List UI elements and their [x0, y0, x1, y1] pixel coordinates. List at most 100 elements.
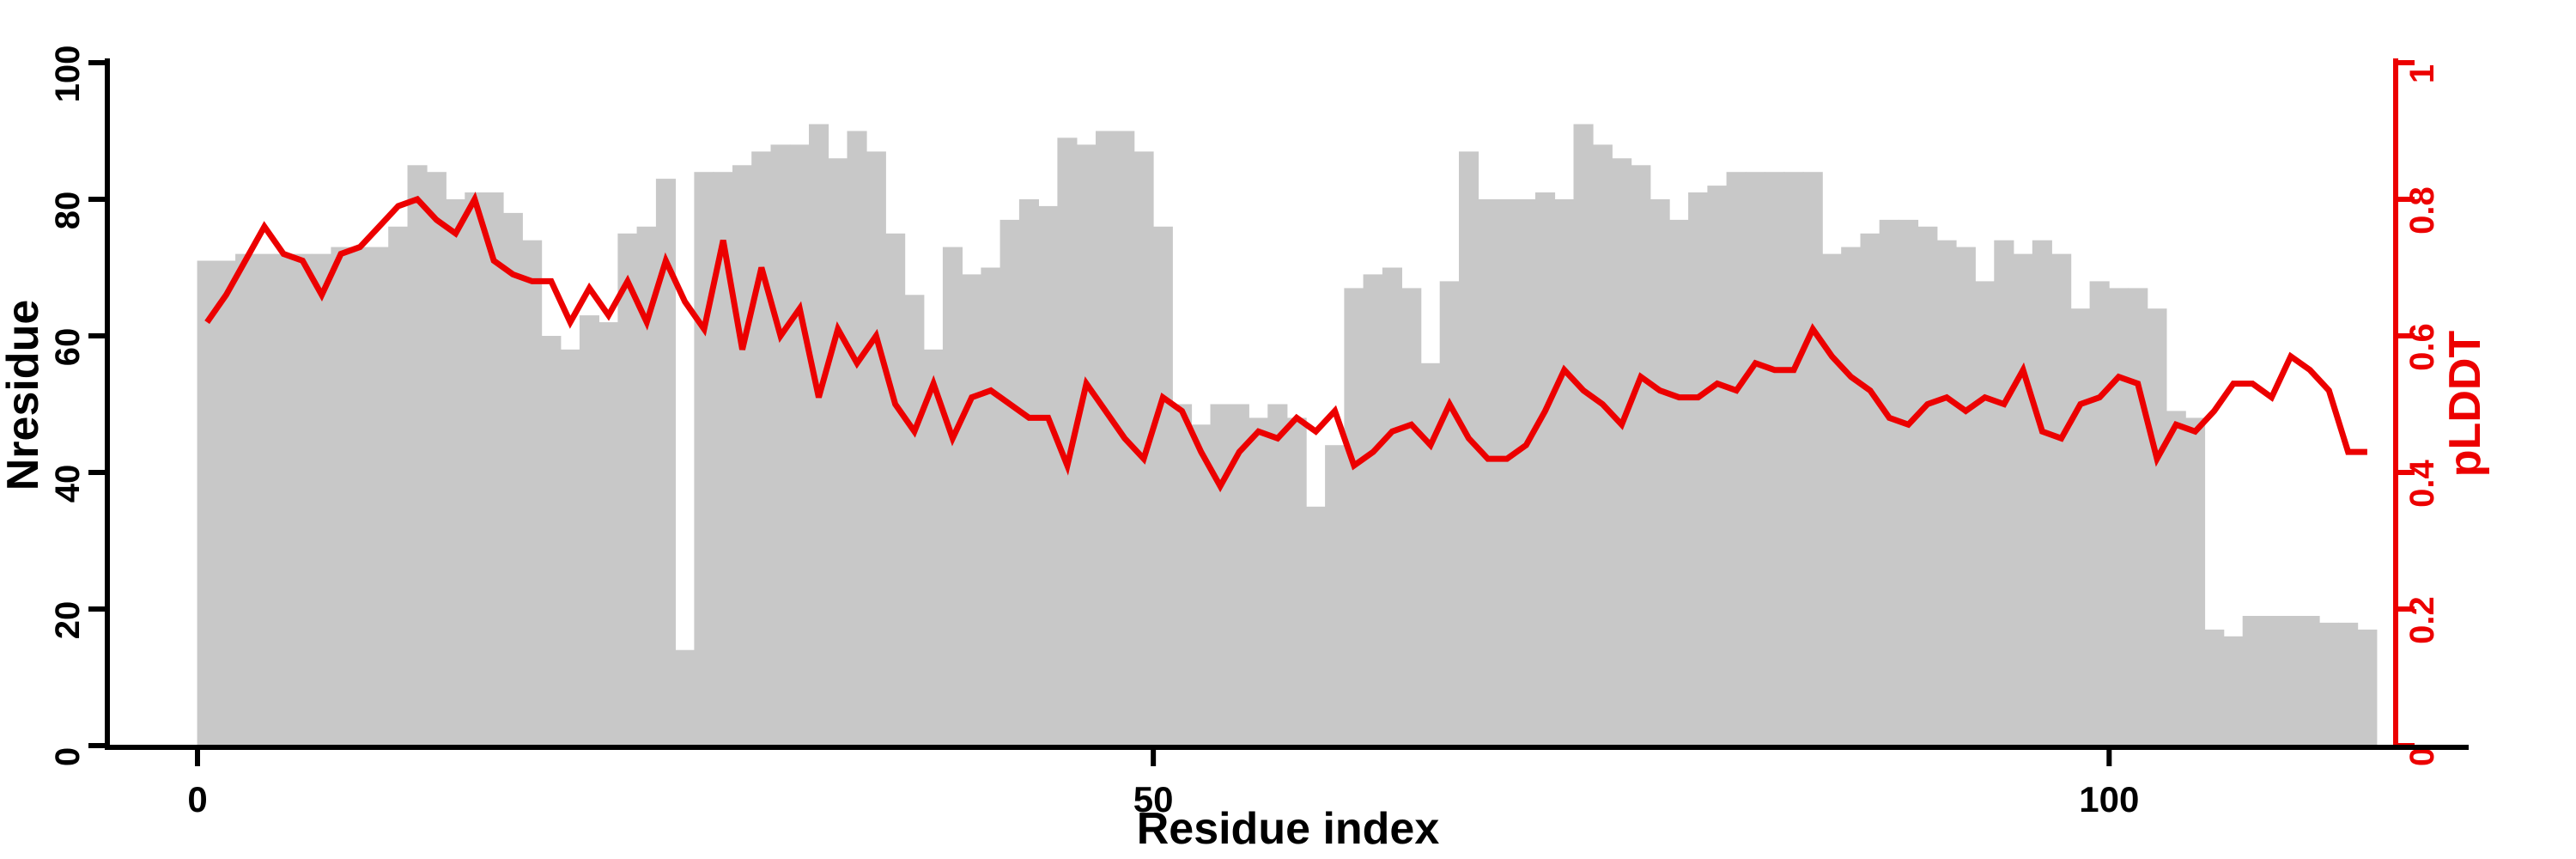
- bar: [2070, 308, 2091, 746]
- bar: [1994, 240, 2014, 746]
- bar: [809, 124, 829, 746]
- tick-label: 0: [187, 779, 207, 819]
- bar: [713, 172, 733, 746]
- bar: [1038, 205, 1059, 746]
- bar: [1382, 267, 1402, 746]
- tick-label: 0.8: [2403, 186, 2441, 235]
- right-axis: 0 0.2 0.4 0.6 0.8 1 pLDDT: [2393, 58, 2490, 766]
- bar: [904, 295, 925, 746]
- bar: [981, 267, 1001, 746]
- bar: [216, 260, 236, 746]
- bar: [1688, 192, 1709, 746]
- bar: [273, 253, 294, 746]
- bar: [1726, 172, 1747, 746]
- bar: [1631, 165, 1651, 746]
- bar: [483, 192, 504, 746]
- bar: [522, 240, 543, 746]
- bar: [1899, 219, 1919, 746]
- bar: [732, 165, 753, 746]
- bar: [694, 172, 714, 746]
- bar: [1516, 199, 1536, 746]
- bar: [1229, 404, 1249, 746]
- tick-label: 0.6: [2403, 323, 2441, 371]
- bar: [1668, 219, 1689, 746]
- left-axis: 0 20 40 60 80 100 Nresidue: [0, 46, 110, 766]
- bar: [312, 253, 332, 746]
- x-axis-title: Residue index: [1137, 804, 1440, 854]
- bar: [962, 274, 982, 746]
- bar: [2300, 616, 2320, 746]
- tick-label: 80: [49, 192, 87, 230]
- bar: [751, 151, 772, 746]
- bar: [1841, 247, 1862, 746]
- bar: [2204, 629, 2225, 746]
- bar: [1459, 151, 1479, 746]
- bar: [999, 219, 1020, 746]
- bar: [1191, 424, 1212, 746]
- right-axis-ticks: 0 0.2 0.4 0.6 0.8 1: [2396, 60, 2441, 766]
- bar: [1325, 445, 1346, 746]
- bar: [2357, 629, 2378, 746]
- bar: [197, 260, 217, 746]
- bar: [1649, 199, 1670, 746]
- bar: [2166, 411, 2186, 746]
- bar: [770, 144, 791, 746]
- bar: [2318, 622, 2339, 746]
- tick-label: 50: [1133, 779, 1174, 819]
- bar: [1152, 226, 1173, 746]
- tick-label: 20: [49, 601, 87, 640]
- bar: [349, 247, 370, 746]
- bar: [2051, 253, 2072, 746]
- bar: [1936, 240, 1957, 746]
- bar: [2089, 281, 2110, 746]
- bar: [1917, 226, 1938, 746]
- bar: [636, 226, 657, 746]
- bar: [2185, 417, 2206, 746]
- bar: [1420, 362, 1441, 746]
- bar: [617, 233, 638, 746]
- bar: [942, 247, 963, 746]
- bar: [1363, 274, 1383, 746]
- bar: [1478, 199, 1498, 746]
- tick-label: 0.4: [2403, 459, 2441, 507]
- bar: [1707, 186, 1728, 746]
- bar: [1344, 288, 1364, 746]
- bar: [1305, 506, 1326, 746]
- bar: [1076, 144, 1097, 746]
- bar: [1592, 144, 1613, 746]
- bar: [1267, 404, 1288, 746]
- bar: [1745, 172, 1765, 746]
- bar: [1096, 131, 1116, 746]
- bar: [1802, 172, 1823, 746]
- bar: [847, 131, 867, 746]
- tick-label: 0: [49, 747, 87, 766]
- bar: [1765, 172, 1785, 746]
- bar: [1554, 199, 1575, 746]
- right-axis-title: pLDDT: [2440, 331, 2490, 478]
- bar: [2013, 253, 2033, 746]
- bar: [426, 172, 447, 746]
- bar: [923, 349, 944, 746]
- bar: [2338, 622, 2359, 746]
- plddt-line: [204, 192, 2367, 493]
- tick-label: 40: [49, 465, 87, 503]
- bar: [2281, 616, 2301, 746]
- bar: [369, 247, 390, 746]
- bar: [1286, 417, 1307, 746]
- bar: [579, 315, 599, 746]
- tick-label: 100: [49, 46, 87, 103]
- bar: [1249, 417, 1269, 746]
- bar: [2262, 616, 2282, 746]
- x-axis-ticks: 0 50 100: [187, 747, 2139, 819]
- left-axis-ticks: 0 20 40 60 80 100: [49, 46, 107, 766]
- bar: [2128, 288, 2148, 746]
- tick-label: 1: [2403, 64, 2441, 83]
- bar: [560, 349, 580, 746]
- bar: [1401, 288, 1422, 746]
- bar: [866, 151, 886, 746]
- bar: [1822, 253, 1843, 746]
- tick-label: 0: [2403, 747, 2441, 766]
- tick-label: 100: [2079, 779, 2139, 819]
- bar: [407, 165, 428, 746]
